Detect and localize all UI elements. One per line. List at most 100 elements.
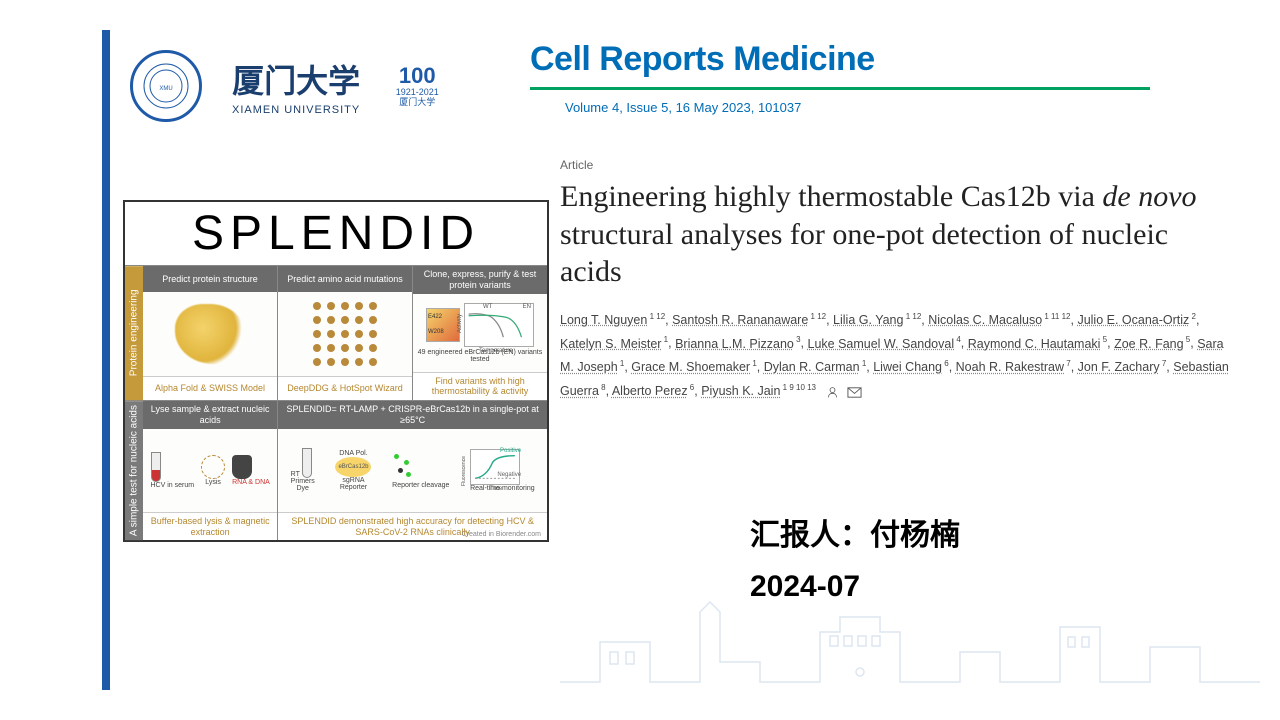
author: Noah R. Rakestraw	[956, 360, 1064, 375]
title-italic: de novo	[1102, 180, 1196, 213]
cleavage-label: Reporter cleavage	[392, 482, 449, 489]
author-affiliation: 1	[661, 335, 668, 344]
serum-tube-icon	[151, 452, 161, 482]
graphical-abstract: SPLENDID Protein engineering Predict pro…	[123, 200, 549, 542]
author-affiliation: 1	[618, 359, 625, 368]
anniversary-number: 100	[390, 64, 444, 88]
article-title: Engineering highly thermostable Cas12b v…	[560, 178, 1230, 291]
author: Dylan R. Carman	[764, 360, 860, 375]
anniversary-logo-icon: 100 1921-2021 厦门大学	[390, 64, 444, 108]
corresponding-author-icons	[826, 386, 862, 399]
figure-attribution: Created in Biorender.com	[462, 531, 541, 538]
person-icon	[826, 386, 839, 399]
author: Grace M. Shoemaker	[631, 360, 750, 375]
row1-cell-2: Predict amino acid mutations DeepDDG & H…	[277, 266, 412, 400]
dye-label: Dye	[291, 485, 315, 492]
university-name: 厦门大学 XIAMEN UNIVERSITY	[232, 56, 360, 116]
cell-header: SPLENDID= RT-LAMP + CRISPR-eBrCas12b in …	[278, 401, 547, 429]
svg-text:XMU: XMU	[159, 86, 172, 92]
cell-header: Clone, express, purify & test protein va…	[413, 266, 547, 294]
reporter-label: Reporter	[335, 484, 371, 491]
reaction-tube-icon	[302, 448, 312, 478]
row1-cell-1: Predict protein structure Alpha Fold & S…	[143, 266, 277, 400]
time-axis: Time	[489, 486, 502, 492]
cell-footer: Find variants with high thermostability …	[413, 372, 547, 401]
chart-label-w208: W208	[428, 329, 458, 335]
author: Zoe R. Fang	[1114, 337, 1183, 352]
university-seal-icon: XMU	[130, 50, 202, 122]
cell-footer: DeepDDG & HotSpot Wizard	[278, 376, 412, 400]
author: Santosh R. Rananaware	[672, 313, 808, 328]
accent-bar	[102, 30, 110, 690]
author-affiliation: 6	[688, 383, 695, 392]
author-affiliation: 6	[942, 359, 949, 368]
positive-label: Positive	[500, 448, 521, 454]
university-name-en: XIAMEN UNIVERSITY	[232, 104, 360, 116]
author: Alberto Perez	[612, 384, 688, 399]
figure-row-1: Protein engineering Predict protein stru…	[125, 265, 547, 400]
splendid-assay-diagram: RT Primers Dye DNA Pol. eBrCas12b sgRNA …	[278, 429, 547, 512]
author: Raymond C. Hautamaki	[968, 337, 1101, 352]
protein-structure-icon	[143, 292, 277, 376]
author: Jon F. Zachary	[1078, 360, 1160, 375]
magnet-icon	[232, 455, 252, 479]
author-affiliation: 1 9 10 13	[780, 383, 816, 392]
author-affiliation: 7	[1064, 359, 1071, 368]
figure-title: SPLENDID	[125, 202, 547, 265]
author: Liwei Chang	[873, 360, 942, 375]
journal-header: Cell Reports Medicine Volume 4, Issue 5,…	[530, 40, 1230, 115]
author: Lilia G. Yang	[833, 313, 903, 328]
article-type-label: Article	[560, 158, 1230, 172]
mutation-grid-icon	[278, 292, 412, 376]
hcv-label: HCV in serum	[151, 482, 195, 489]
chart-wt-label: WT	[483, 304, 492, 310]
author-affiliation: 1	[860, 359, 867, 368]
cell-header: Predict amino acid mutations	[278, 266, 412, 292]
row2-cell-1: Lyse sample & extract nucleic acids HCV …	[143, 401, 277, 540]
author-affiliation: 4	[954, 335, 961, 344]
sgrna-label: sgRNA	[335, 477, 371, 484]
cell-header: Predict protein structure	[143, 266, 277, 292]
lysis-diagram: HCV in serum Lysis RNA & DNA	[143, 429, 277, 512]
author: Julio E. Ocana-Ortiz	[1077, 313, 1189, 328]
author-affiliation: 1 12	[808, 312, 826, 321]
fluorescence-axis: Fluorescence	[461, 456, 467, 486]
author-affiliation: 1 12	[647, 312, 665, 321]
chart-label-e422: E422	[428, 314, 458, 320]
author-affiliation: 7	[1160, 359, 1167, 368]
ebrcas12b-icon: eBrCas12b	[335, 457, 371, 477]
lysis-icon	[201, 455, 225, 479]
anniversary-sub: 厦门大学	[390, 98, 444, 108]
realtime-chart: Positive Negative Fluorescence Time	[470, 449, 520, 485]
chart-x-axis: Temperature	[479, 348, 513, 354]
row2-cell-2: SPLENDID= RT-LAMP + CRISPR-eBrCas12b in …	[277, 401, 547, 540]
university-name-cn: 厦门大学	[232, 56, 360, 102]
monitor-label: Real-time monitoring	[470, 485, 535, 492]
presenter-date: 2024-07	[750, 561, 960, 612]
journal-issue: Volume 4, Issue 5, 16 May 2023, 101037	[565, 100, 1230, 115]
title-part-1: Engineering highly thermostable Cas12b v…	[560, 180, 1102, 213]
author: Katelyn S. Meister	[560, 337, 661, 352]
article-block: Article Engineering highly thermostable …	[560, 158, 1230, 404]
author: Luke Samuel W. Sandoval	[808, 337, 955, 352]
ebr-label: eBrCas12b	[338, 464, 368, 470]
author: Piyush K. Jain	[701, 384, 780, 399]
cell-footer: Buffer-based lysis & magnetic extraction	[143, 512, 277, 541]
header: XMU 厦门大学 XIAMEN UNIVERSITY 100 1921-2021…	[130, 50, 444, 122]
cell-footer: Alpha Fold & SWISS Model	[143, 376, 277, 400]
author-affiliation: 1	[750, 359, 757, 368]
primers-label: Primers	[291, 478, 315, 485]
author: Brianna L.M. Pizzano	[675, 337, 794, 352]
row1-side-label: Protein engineering	[125, 266, 143, 400]
figure-row-2: A simple test for nucleic acids Lyse sam…	[125, 400, 547, 540]
negative-label: Negative	[497, 472, 521, 478]
rna-dna-label: RNA & DNA	[232, 479, 270, 486]
journal-name: Cell Reports Medicine	[530, 40, 1230, 79]
author: Nicolas C. Macaluso	[928, 313, 1042, 328]
presenter-name: 汇报人：付杨楠	[750, 510, 960, 561]
journal-divider	[530, 87, 1150, 90]
author-affiliation: 3	[794, 335, 801, 344]
title-part-2: structural analyses for one-pot detectio…	[560, 218, 1168, 289]
row1-cell-3: Clone, express, purify & test protein va…	[412, 266, 547, 400]
lysis-label: Lysis	[201, 479, 225, 486]
